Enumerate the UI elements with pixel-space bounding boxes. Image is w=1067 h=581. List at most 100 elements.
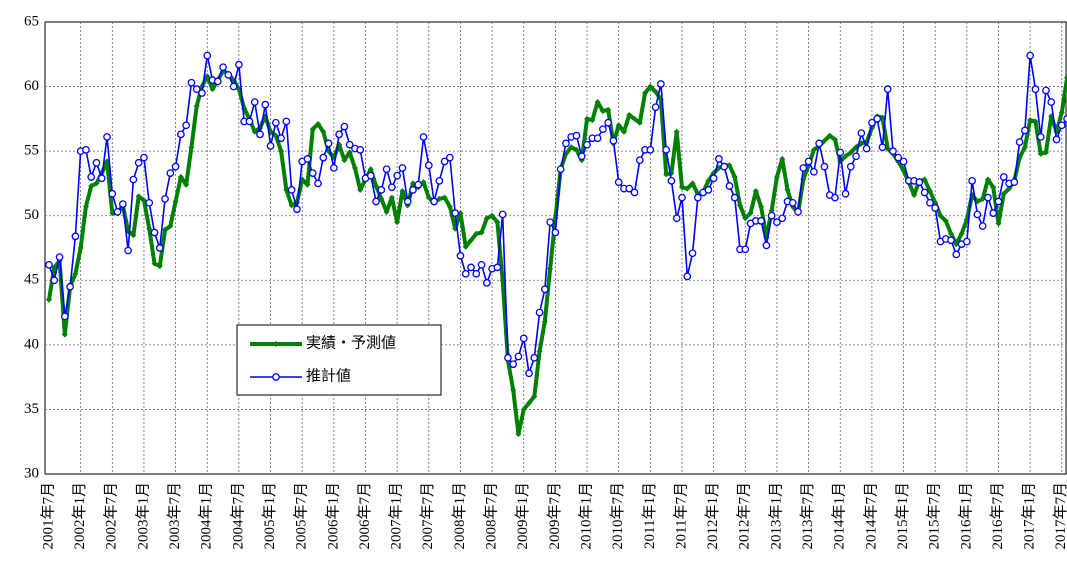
- point-marker: [119, 200, 127, 208]
- x-tick-label: 2012年7月: [736, 482, 753, 550]
- point-marker: [810, 146, 817, 153]
- point-marker: [203, 51, 212, 60]
- point-marker: [688, 249, 697, 258]
- x-tick-label: 2010年7月: [609, 482, 626, 550]
- point-marker: [245, 117, 254, 126]
- point-marker: [451, 209, 460, 217]
- point-marker: [937, 212, 944, 219]
- point-marker: [758, 203, 765, 210]
- point-marker: [1010, 178, 1019, 186]
- point-marker: [673, 128, 680, 135]
- point-marker: [366, 171, 375, 180]
- point-marker: [213, 77, 222, 86]
- point-marker: [50, 276, 59, 285]
- point-marker: [235, 60, 243, 69]
- point-marker: [166, 169, 175, 177]
- plot: [45, 51, 1067, 437]
- point-marker: [341, 157, 348, 164]
- point-marker: [931, 204, 940, 212]
- point-marker: [340, 122, 349, 131]
- point-marker: [424, 161, 433, 170]
- point-marker: [478, 229, 485, 236]
- point-marker: [609, 136, 618, 145]
- point-marker: [747, 210, 754, 217]
- y-tick-label: 55: [24, 143, 39, 159]
- point-marker: [678, 193, 686, 202]
- point-marker: [172, 198, 179, 205]
- x-tick-label: 2015年1月: [894, 482, 911, 550]
- point-marker: [826, 132, 833, 139]
- point-marker: [388, 194, 395, 201]
- point-marker: [995, 220, 1002, 227]
- point-marker: [842, 153, 849, 160]
- point-marker: [124, 246, 132, 255]
- x-tick-label: 2003年7月: [166, 482, 183, 550]
- point-marker: [737, 202, 744, 209]
- legend-box: [236, 324, 442, 396]
- point-marker: [440, 157, 449, 166]
- point-marker: [911, 192, 918, 199]
- point-marker: [762, 241, 771, 250]
- point-marker: [620, 128, 627, 135]
- x-tick-label: 2017年7月: [1052, 482, 1067, 550]
- point-marker: [773, 173, 780, 180]
- point-marker: [883, 85, 892, 94]
- y-tick-label: 30: [24, 465, 39, 481]
- point-marker: [1057, 121, 1066, 130]
- x-tick-label: 2016年1月: [957, 482, 974, 550]
- point-marker: [599, 108, 606, 115]
- point-marker: [779, 155, 786, 162]
- point-marker: [219, 63, 227, 72]
- point-marker: [351, 164, 358, 171]
- point-marker: [568, 144, 575, 151]
- point-marker: [973, 210, 982, 219]
- point-marker: [88, 183, 95, 190]
- point-marker: [715, 155, 723, 163]
- point-marker: [831, 193, 839, 202]
- point-marker: [767, 211, 776, 220]
- point-marker: [151, 260, 158, 267]
- x-tick-label: 2001年7月: [39, 482, 56, 550]
- point-marker: [615, 122, 622, 129]
- legend-label: 推計値: [306, 367, 351, 384]
- point-marker: [1064, 74, 1067, 81]
- point-marker: [314, 179, 322, 188]
- point-marker: [66, 282, 74, 291]
- point-marker: [730, 193, 739, 202]
- point-marker: [846, 162, 855, 171]
- point-marker: [272, 132, 279, 139]
- point-marker: [498, 210, 507, 219]
- point-marker: [1015, 138, 1024, 146]
- point-marker: [192, 85, 201, 94]
- point-marker: [604, 118, 613, 127]
- point-marker: [926, 198, 934, 207]
- point-marker: [757, 217, 765, 225]
- point-marker: [60, 312, 69, 321]
- point-marker: [420, 179, 427, 186]
- point-marker: [662, 146, 671, 154]
- point-marker: [287, 186, 296, 194]
- point-marker: [672, 214, 681, 223]
- point-marker: [315, 121, 322, 128]
- point-marker: [646, 146, 655, 154]
- point-marker: [873, 115, 882, 123]
- point-marker: [647, 83, 654, 90]
- point-marker: [636, 119, 643, 126]
- point-marker: [947, 236, 955, 245]
- y-tick-label: 50: [24, 207, 39, 223]
- x-tick-label: 2009年7月: [546, 482, 563, 550]
- point-marker: [731, 173, 738, 180]
- point-marker: [704, 186, 713, 194]
- point-marker: [878, 143, 887, 152]
- point-marker: [614, 178, 623, 186]
- point-marker: [324, 139, 333, 148]
- point-marker: [1036, 133, 1045, 141]
- point-marker: [177, 130, 185, 139]
- point-marker: [335, 130, 343, 139]
- point-marker: [320, 128, 327, 135]
- point-marker: [725, 182, 734, 190]
- point-marker: [329, 164, 338, 172]
- point-marker: [952, 250, 961, 259]
- point-marker: [161, 195, 169, 203]
- point-marker: [140, 153, 148, 162]
